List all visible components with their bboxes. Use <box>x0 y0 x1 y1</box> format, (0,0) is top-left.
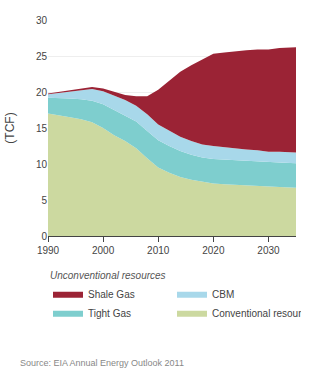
svg-text:2020: 2020 <box>202 245 225 256</box>
svg-text:CBM: CBM <box>212 289 234 300</box>
svg-text:5: 5 <box>41 195 47 206</box>
svg-text:Shale Gas: Shale Gas <box>88 289 135 300</box>
svg-text:0: 0 <box>41 231 47 242</box>
svg-text:(TCF): (TCF) <box>3 112 17 143</box>
svg-text:2030: 2030 <box>257 245 280 256</box>
svg-text:Unconventional resources: Unconventional resources <box>50 270 166 281</box>
svg-text:Source: EIA Annual Energy Outl: Source: EIA Annual Energy Outlook 2011 <box>20 358 184 368</box>
svg-text:15: 15 <box>36 123 48 134</box>
svg-text:2000: 2000 <box>92 245 115 256</box>
svg-text:1990: 1990 <box>37 245 60 256</box>
svg-text:30: 30 <box>36 15 48 26</box>
svg-text:20: 20 <box>36 87 48 98</box>
svg-text:2010: 2010 <box>147 245 170 256</box>
svg-text:25: 25 <box>36 51 48 62</box>
svg-text:Conventional resources: Conventional resources <box>212 308 301 319</box>
svg-text:10: 10 <box>36 159 48 170</box>
svg-text:Tight Gas: Tight Gas <box>88 308 131 319</box>
